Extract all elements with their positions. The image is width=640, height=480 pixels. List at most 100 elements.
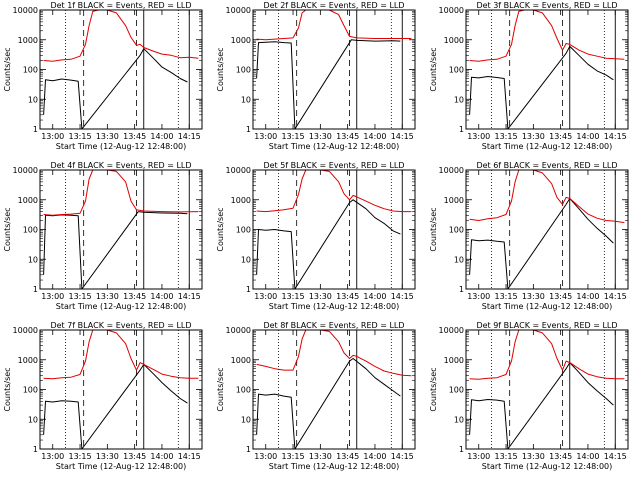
x-tick-label: 13:00	[467, 132, 490, 141]
x-axis-label: Start Time (12-Aug-12 12:48:00)	[269, 462, 400, 471]
series-line-events	[469, 45, 614, 130]
panel-title: Det 5f BLACK = Events, RED = LLD	[263, 161, 404, 170]
x-tick-label: 13:30	[522, 292, 545, 301]
y-tick-label: 100	[23, 226, 38, 235]
plot-frame	[252, 329, 416, 450]
y-tick-label: 100	[449, 226, 464, 235]
plot-frame	[465, 9, 629, 130]
y-tick-label: 10	[28, 95, 38, 104]
y-tick-label: 1	[33, 285, 38, 294]
panel-title: Det 6f BLACK = Events, RED = LLD	[476, 161, 617, 170]
detector-panel: Det 9f BLACK = Events, RED = LLD 1 10 100 10…	[429, 321, 629, 471]
series-line-events	[256, 199, 401, 290]
x-tick-label: 13:00	[254, 132, 277, 141]
y-axis-label: Counts/sec	[216, 207, 225, 251]
x-axis-label: Start Time (12-Aug-12 12:48:00)	[269, 142, 400, 151]
panel-title: Det 1f BLACK = Events, RED = LLD	[50, 1, 191, 10]
series-line-events	[469, 198, 614, 290]
x-tick-label: 13:45	[123, 132, 146, 141]
x-tick-label: 14:15	[604, 292, 627, 301]
y-tick-label: 10	[241, 255, 251, 264]
y-axis-label: Counts/sec	[3, 47, 12, 91]
series-line-lld	[43, 329, 199, 380]
x-tick-label: 13:30	[309, 292, 332, 301]
x-tick-label: 13:00	[254, 292, 277, 301]
panel-title: Det 7f BLACK = Events, RED = LLD	[50, 321, 191, 330]
y-tick-label: 10000	[226, 326, 251, 335]
y-tick-label: 10000	[13, 6, 38, 15]
y-tick-label: 1000	[231, 36, 251, 45]
plot-frame	[252, 169, 416, 290]
x-tick-label: 13:00	[41, 452, 64, 461]
series-line-events	[43, 363, 188, 450]
x-tick-label: 14:15	[178, 132, 201, 141]
x-tick-label: 13:15	[282, 292, 305, 301]
x-tick-label: 14:15	[604, 452, 627, 461]
x-tick-label: 13:30	[522, 452, 545, 461]
y-tick-label: 1	[246, 125, 251, 134]
plot-frame	[39, 329, 203, 450]
y-tick-label: 1	[246, 445, 251, 454]
x-tick-label: 13:45	[549, 292, 572, 301]
y-tick-label: 1	[459, 285, 464, 294]
y-tick-label: 10000	[13, 166, 38, 175]
series-line-events	[256, 358, 401, 450]
x-tick-label: 13:30	[309, 132, 332, 141]
y-tick-label: 1	[33, 445, 38, 454]
y-tick-label: 1000	[231, 196, 251, 205]
y-tick-label: 10	[28, 255, 38, 264]
x-tick-label: 14:00	[576, 292, 599, 301]
x-tick-label: 14:15	[178, 452, 201, 461]
y-tick-label: 100	[236, 66, 251, 75]
panel-title: Det 9f BLACK = Events, RED = LLD	[476, 321, 617, 330]
x-tick-label: 13:45	[336, 292, 359, 301]
plot-frame	[39, 169, 203, 290]
x-tick-label: 13:30	[522, 132, 545, 141]
x-tick-label: 14:15	[391, 452, 414, 461]
y-tick-label: 10000	[226, 6, 251, 15]
x-tick-label: 13:30	[309, 452, 332, 461]
x-tick-label: 13:30	[96, 132, 119, 141]
detector-panel: Det 8f BLACK = Events, RED = LLD 1 10 100 10…	[216, 321, 416, 471]
x-tick-label: 14:15	[391, 292, 414, 301]
series-line-lld	[43, 169, 199, 216]
y-tick-label: 100	[236, 386, 251, 395]
x-tick-label: 13:15	[69, 292, 92, 301]
x-tick-label: 14:00	[150, 452, 173, 461]
x-tick-label: 14:00	[363, 452, 386, 461]
plot-frame	[39, 9, 203, 130]
plot-frame	[252, 9, 416, 130]
x-axis-label: Start Time (12-Aug-12 12:48:00)	[56, 142, 187, 151]
x-axis-label: Start Time (12-Aug-12 12:48:00)	[56, 462, 187, 471]
x-tick-label: 14:15	[604, 132, 627, 141]
detector-panel: Det 3f BLACK = Events, RED = LLD 1 10 100 10…	[429, 1, 629, 151]
y-tick-label: 10000	[439, 6, 464, 15]
y-tick-label: 10	[454, 255, 464, 264]
x-tick-label: 13:45	[549, 452, 572, 461]
panel-title: Det 2f BLACK = Events, RED = LLD	[263, 1, 404, 10]
y-axis-label: Counts/sec	[429, 47, 438, 91]
x-tick-label: 14:15	[178, 292, 201, 301]
detector-panel: Det 4f BLACK = Events, RED = LLD 1 10 100 10…	[3, 161, 203, 311]
y-tick-label: 100	[23, 386, 38, 395]
y-tick-label: 10	[454, 95, 464, 104]
x-tick-label: 14:00	[363, 292, 386, 301]
x-axis-label: Start Time (12-Aug-12 12:48:00)	[482, 302, 613, 311]
x-tick-label: 14:15	[391, 132, 414, 141]
y-tick-label: 10	[241, 95, 251, 104]
x-tick-label: 13:15	[69, 132, 92, 141]
series-line-lld	[43, 9, 199, 62]
x-tick-label: 14:00	[150, 292, 173, 301]
series-line-lld	[256, 9, 412, 41]
x-tick-label: 13:45	[123, 292, 146, 301]
series-line-events	[256, 39, 401, 130]
y-tick-label: 1	[246, 285, 251, 294]
y-tick-label: 100	[23, 66, 38, 75]
series-line-lld	[469, 169, 625, 224]
x-axis-label: Start Time (12-Aug-12 12:48:00)	[269, 302, 400, 311]
detector-panel: Det 1f BLACK = Events, RED = LLD 1 10 100 10…	[3, 1, 203, 151]
series-line-lld	[256, 329, 412, 377]
x-tick-label: 13:45	[549, 132, 572, 141]
x-tick-label: 13:45	[336, 452, 359, 461]
panel-title: Det 4f BLACK = Events, RED = LLD	[50, 161, 191, 170]
